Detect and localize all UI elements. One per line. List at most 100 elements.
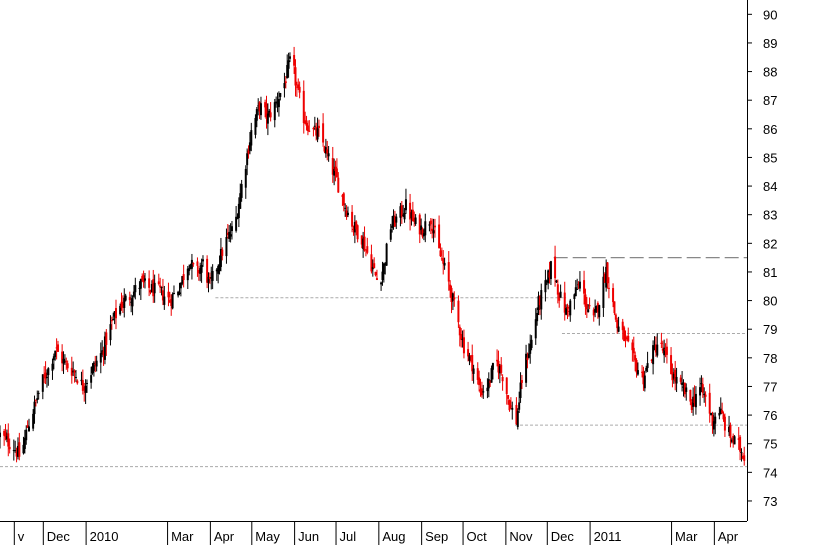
candle-210 <box>404 188 407 214</box>
candle-263 <box>508 399 511 412</box>
axes-layer: 73 74 75 76 77 78 79 80 81 82 83 84 85 86 87 88 89 90 v Dec… <box>0 0 777 545</box>
candle-51 <box>99 342 102 374</box>
candle-134 <box>258 101 261 120</box>
candle-147 <box>284 76 287 89</box>
candle-269 <box>519 372 522 403</box>
candle-33 <box>63 354 66 365</box>
candle-168 <box>324 138 327 158</box>
x-tick-label-13: 2011 <box>594 529 622 544</box>
candle-120 <box>230 220 233 240</box>
candle-344 <box>664 343 667 358</box>
candle-282 <box>545 279 548 286</box>
candle-91 <box>177 290 180 298</box>
candle-114 <box>219 237 222 272</box>
candle-35 <box>66 360 69 373</box>
y-tick-label-78: 78 <box>763 351 777 366</box>
y-tick-label-79: 79 <box>763 322 777 337</box>
candle-44 <box>84 379 87 405</box>
candle-94 <box>181 275 184 286</box>
candle-221 <box>428 221 431 232</box>
candle-159 <box>306 120 309 136</box>
candle-61 <box>119 303 122 316</box>
candle-39 <box>74 370 77 382</box>
candle-19 <box>36 390 39 404</box>
candle-52 <box>101 340 104 358</box>
candle-296 <box>573 293 576 310</box>
candle-37 <box>72 361 75 377</box>
candle-143 <box>276 92 279 113</box>
x-tick-label-7: Jul <box>340 529 357 544</box>
candle-30 <box>56 340 59 352</box>
candle-43 <box>83 382 86 402</box>
candle-265 <box>511 401 514 420</box>
candle-24 <box>45 369 48 388</box>
candle-311 <box>602 266 605 317</box>
candle-185 <box>356 224 359 243</box>
x-tick-label-12: Dec <box>551 529 575 544</box>
candle-41 <box>80 371 83 386</box>
candle-196 <box>380 281 383 291</box>
candle-197 <box>381 261 384 286</box>
candle-63 <box>121 295 124 313</box>
y-tick-label-74: 74 <box>763 465 777 480</box>
candle-4 <box>7 423 10 457</box>
candle-32 <box>62 351 65 374</box>
candle-246 <box>476 362 479 385</box>
candle-215 <box>414 214 417 226</box>
candle-303 <box>585 296 588 318</box>
candle-241 <box>467 341 470 362</box>
candle-12 <box>23 429 26 454</box>
x-tick-label-0: v <box>18 529 25 544</box>
candle-322 <box>623 325 626 342</box>
candle-76 <box>148 270 151 297</box>
candle-207 <box>400 201 403 224</box>
candle-362 <box>700 375 703 393</box>
x-tick-label-10: Oct <box>467 529 488 544</box>
candle-2 <box>4 423 7 441</box>
candle-36 <box>70 356 73 384</box>
candle-119 <box>229 223 232 243</box>
candle-23 <box>44 361 47 385</box>
candle-85 <box>163 285 166 310</box>
x-tick-label-15: Apr <box>718 529 739 544</box>
candle-87 <box>168 291 171 304</box>
candle-232 <box>449 280 452 298</box>
candle-253 <box>489 379 492 388</box>
candle-291 <box>563 281 566 321</box>
candle-234 <box>451 292 454 311</box>
candle-367 <box>710 412 713 416</box>
candle-65 <box>124 293 127 302</box>
candle-56 <box>109 315 112 346</box>
candle-27 <box>52 353 55 370</box>
candle-107 <box>207 272 210 293</box>
x-tick-label-3: Mar <box>171 529 194 544</box>
candle-286 <box>554 245 557 287</box>
x-tick-label-1: Dec <box>47 529 71 544</box>
candle-79 <box>152 269 155 303</box>
y-tick-label-86: 86 <box>763 122 777 137</box>
candle-48 <box>92 361 95 377</box>
candle-318 <box>614 313 617 323</box>
candle-381 <box>737 427 740 450</box>
candle-34 <box>65 357 68 370</box>
candle-124 <box>239 183 242 210</box>
candle-254 <box>490 365 493 383</box>
candle-193 <box>373 257 376 269</box>
candle-213 <box>411 201 414 222</box>
candle-129 <box>248 131 251 155</box>
candle-309 <box>596 301 599 319</box>
candle-349 <box>674 360 677 391</box>
candle-368 <box>711 411 714 434</box>
candle-294 <box>567 305 570 317</box>
candle-377 <box>729 422 732 448</box>
y-tick-label-82: 82 <box>763 236 777 251</box>
candle-176 <box>341 193 344 206</box>
candle-60 <box>114 299 117 330</box>
candle-273 <box>527 343 530 359</box>
y-tick-label-75: 75 <box>763 437 777 452</box>
x-tick-label-14: Mar <box>675 529 698 544</box>
candle-138 <box>266 103 269 136</box>
candle-209 <box>403 207 406 223</box>
candle-231 <box>447 251 450 291</box>
candle-255 <box>491 362 494 380</box>
